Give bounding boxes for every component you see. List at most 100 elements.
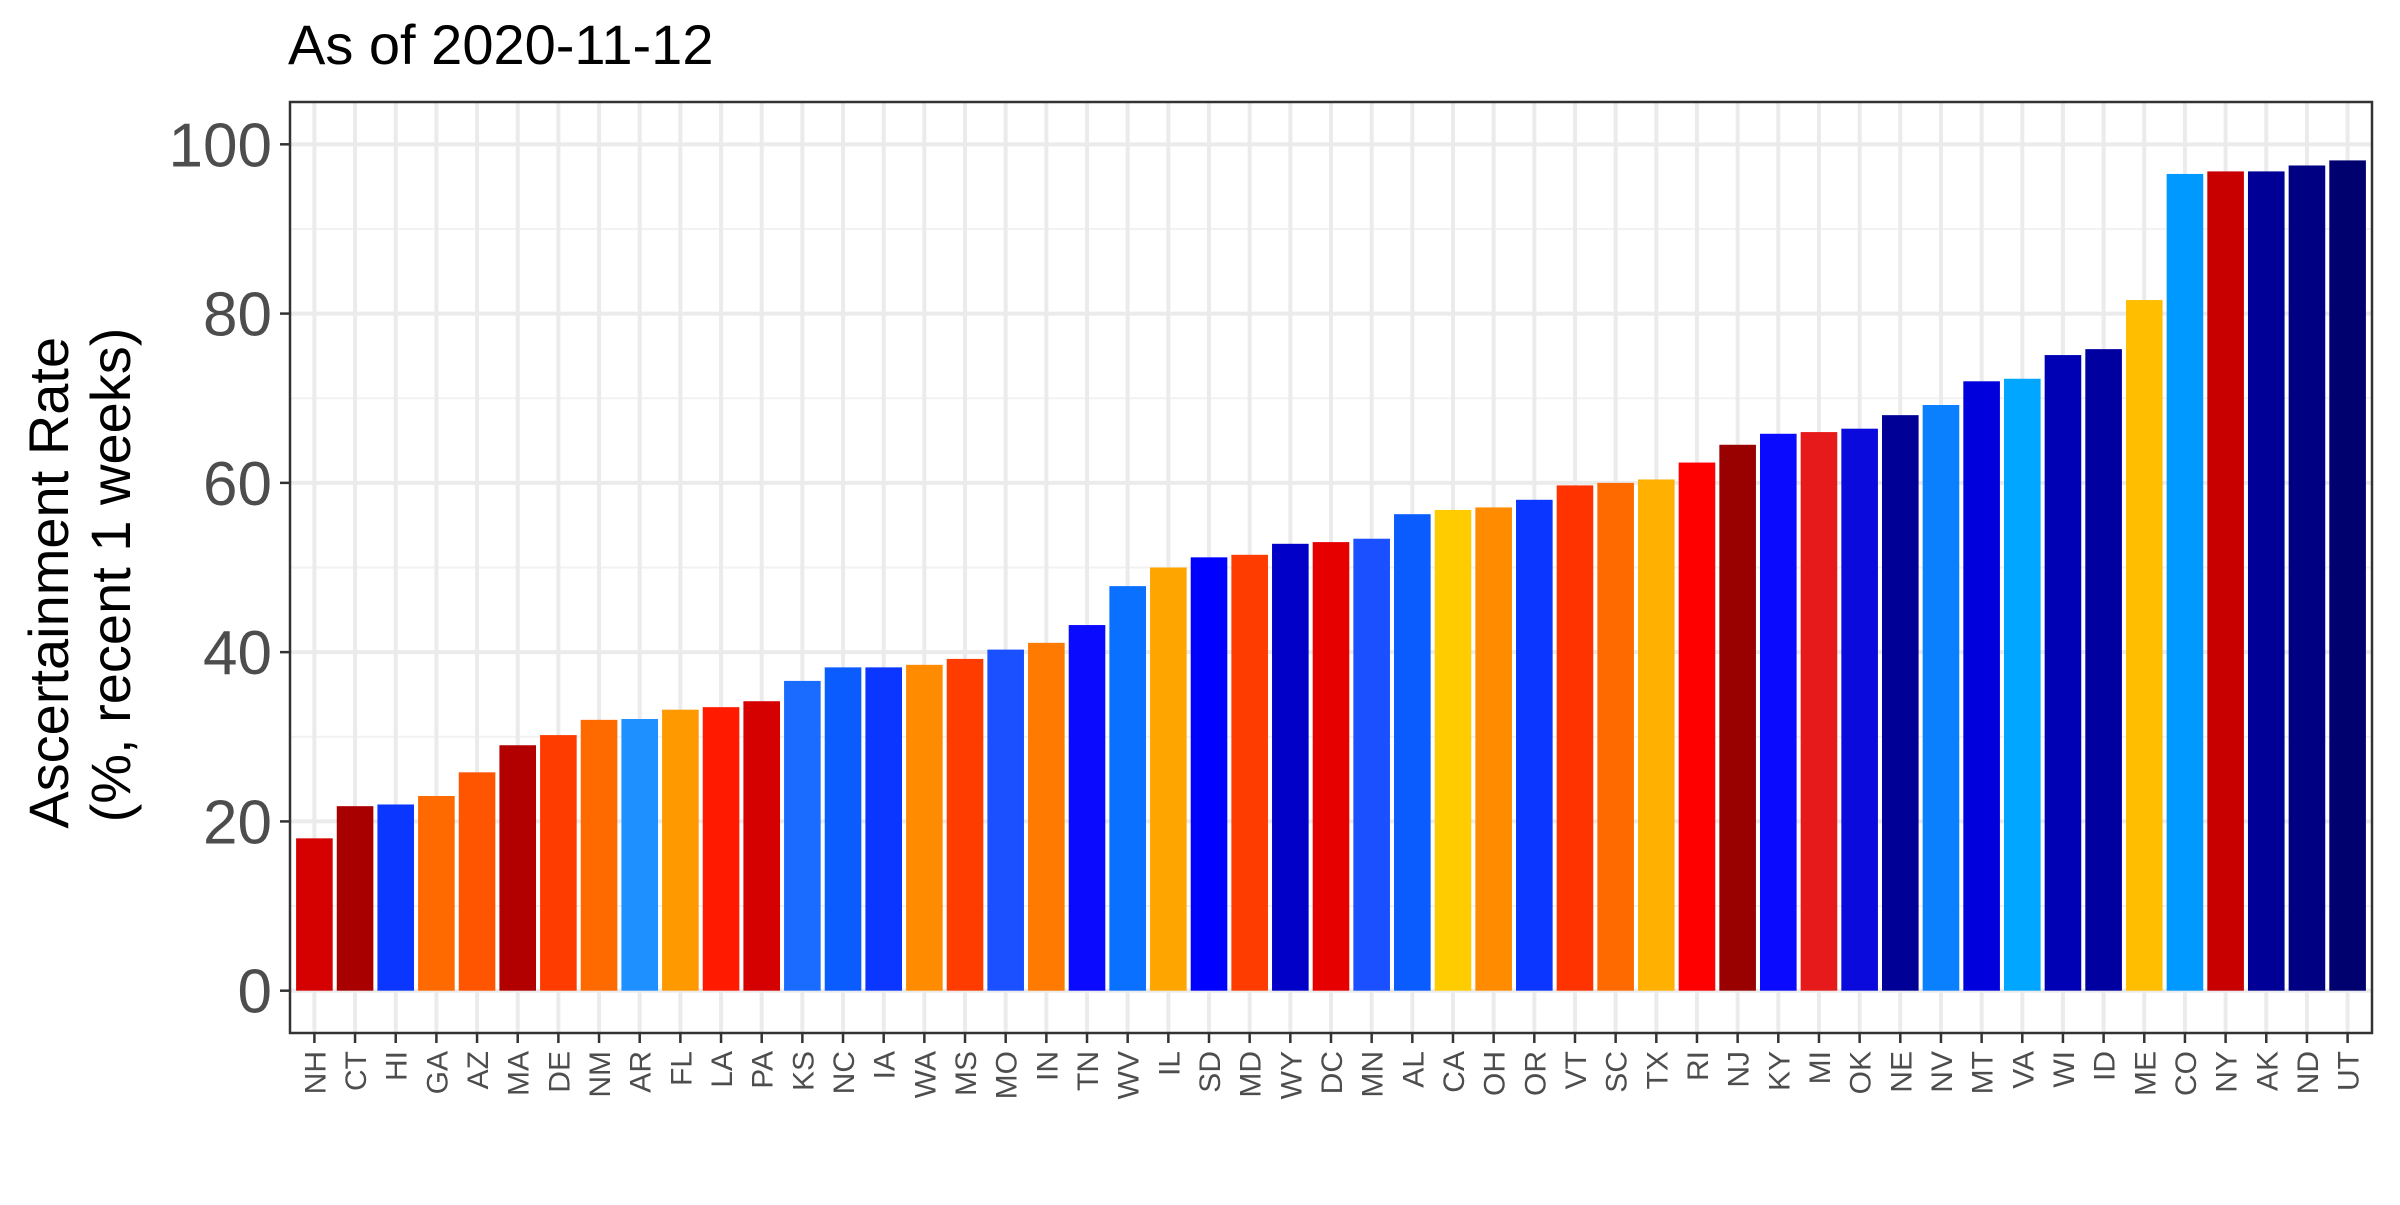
bar-oh <box>1475 507 1512 991</box>
bar-ma <box>499 745 537 991</box>
bar-ga <box>418 796 455 991</box>
bar-ct <box>336 806 374 991</box>
y-axis-label-line1: Ascertainment Rate <box>17 337 80 829</box>
x-tick-label-id: ID <box>2089 1051 2122 1081</box>
bar-va <box>2003 378 2041 991</box>
x-tick-label-sd: SD <box>1194 1051 1227 1093</box>
bar-id <box>2085 349 2122 991</box>
bar-fl <box>662 709 699 991</box>
y-tick-label: 80 <box>203 281 272 350</box>
y-tick-label: 20 <box>203 788 272 857</box>
bar-wy <box>1272 543 1309 991</box>
bar-ar <box>621 718 659 991</box>
x-tick-label-ak: AK <box>2251 1051 2284 1091</box>
x-tick-label-al: AL <box>1397 1051 1430 1088</box>
bar-mn <box>1353 538 1390 991</box>
x-tick-label-ks: KS <box>787 1051 820 1091</box>
x-tick-label-wa: WA <box>909 1051 942 1098</box>
bar-mt <box>1963 381 2000 991</box>
x-tick-label-vt: VT <box>1560 1051 1593 1089</box>
x-tick-label-ca: CA <box>1438 1051 1471 1093</box>
bar-nc <box>824 667 862 991</box>
x-tick-label-nd: ND <box>2292 1051 2325 1094</box>
x-tick-label-ga: GA <box>421 1051 454 1094</box>
x-tick-label-ia: IA <box>869 1051 902 1079</box>
bar-or <box>1516 499 1553 991</box>
bar-ak <box>2247 171 2285 991</box>
x-tick-label-ri: RI <box>1682 1051 1715 1081</box>
bar-me <box>2125 300 2163 991</box>
bar-nd <box>2288 165 2326 991</box>
bar-ut <box>2329 160 2366 991</box>
x-tick-label-nc: NC <box>828 1051 861 1094</box>
x-tick-label-mo: MO <box>991 1051 1024 1099</box>
x-tick-label-nh: NH <box>299 1051 332 1094</box>
bar-wa <box>906 664 943 991</box>
x-tick-label-tx: TX <box>1641 1051 1674 1089</box>
x-tick-label-hi: HI <box>381 1051 414 1081</box>
bar-nj <box>1719 444 1756 991</box>
x-tick-label-sc: SC <box>1601 1051 1634 1093</box>
x-tick-label-mt: MT <box>1967 1051 2000 1094</box>
x-tick-label-ut: UT <box>2333 1051 2366 1091</box>
bar-la <box>702 707 740 991</box>
x-tick-label-mn: MN <box>1357 1051 1390 1098</box>
x-tick-label-de: DE <box>543 1051 576 1093</box>
y-tick-label: 60 <box>203 450 272 519</box>
x-tick-label-dc: DC <box>1316 1051 1349 1094</box>
x-tick-label-me: ME <box>2129 1051 2162 1096</box>
bar-hi <box>377 804 415 991</box>
x-tick-label-in: IN <box>1031 1051 1064 1081</box>
bar-in <box>1028 642 1065 991</box>
bar-ky <box>1760 433 1797 991</box>
bar-ok <box>1841 428 1878 991</box>
bar-ne <box>1881 415 1919 991</box>
x-tick-label-ky: KY <box>1763 1051 1796 1091</box>
x-tick-label-ny: NY <box>2211 1051 2244 1093</box>
x-tick-label-la: LA <box>706 1051 739 1088</box>
x-tick-label-tn: TN <box>1072 1051 1105 1091</box>
x-tick-label-nm: NM <box>584 1051 617 1098</box>
y-tick-label: 0 <box>238 958 272 1027</box>
bar-co <box>2166 173 2204 991</box>
y-axis-label-line2: (%, recent 1 weeks) <box>79 328 142 823</box>
bar-nm <box>580 719 618 991</box>
bar-ny <box>2207 171 2244 991</box>
x-tick-label-wi: WI <box>2048 1051 2081 1088</box>
bar-wv <box>1109 586 1146 991</box>
x-tick-label-az: AZ <box>462 1051 495 1089</box>
x-tick-label-md: MD <box>1235 1051 1268 1098</box>
x-tick-label-co: CO <box>2170 1051 2203 1096</box>
bar-ks <box>784 680 821 991</box>
bar-pa <box>743 701 781 991</box>
x-tick-label-ma: MA <box>503 1051 536 1096</box>
bar-md <box>1231 554 1268 991</box>
x-tick-label-fl: FL <box>665 1051 698 1086</box>
y-tick-label: 40 <box>203 619 272 688</box>
bar-sc <box>1597 482 1634 991</box>
bar-de <box>540 735 577 991</box>
x-tick-label-ok: OK <box>1845 1051 1878 1094</box>
x-tick-label-mi: MI <box>1804 1051 1837 1084</box>
bar-nh <box>296 838 333 991</box>
bar-nv <box>1922 404 1960 991</box>
bar-wi <box>2044 355 2082 991</box>
x-tick-label-ar: AR <box>625 1051 658 1093</box>
bar-il <box>1150 567 1187 991</box>
bar-tn <box>1068 625 1106 991</box>
plot-area: 0 20 40 60 80 100 NH CT HI GA AZ MA DE NM AR FL LA PA KS NC… <box>169 100 2374 1099</box>
x-tick-label-wy: WY <box>1275 1051 1308 1099</box>
bar-al <box>1394 514 1431 991</box>
x-tick-label-ms: MS <box>950 1051 983 1096</box>
x-tick-label-nv: NV <box>1926 1051 1959 1093</box>
x-tick-label-ne: NE <box>1885 1051 1918 1093</box>
x-tick-label-pa: PA <box>747 1051 780 1089</box>
y-tick-label: 100 <box>169 111 272 180</box>
bar-dc <box>1312 542 1350 991</box>
chart-title: As of 2020-11-12 <box>288 13 713 76</box>
x-tick-label-nj: NJ <box>1723 1051 1756 1088</box>
x-tick-label-or: OR <box>1519 1051 1552 1096</box>
x-tick-label-va: VA <box>2007 1051 2040 1089</box>
